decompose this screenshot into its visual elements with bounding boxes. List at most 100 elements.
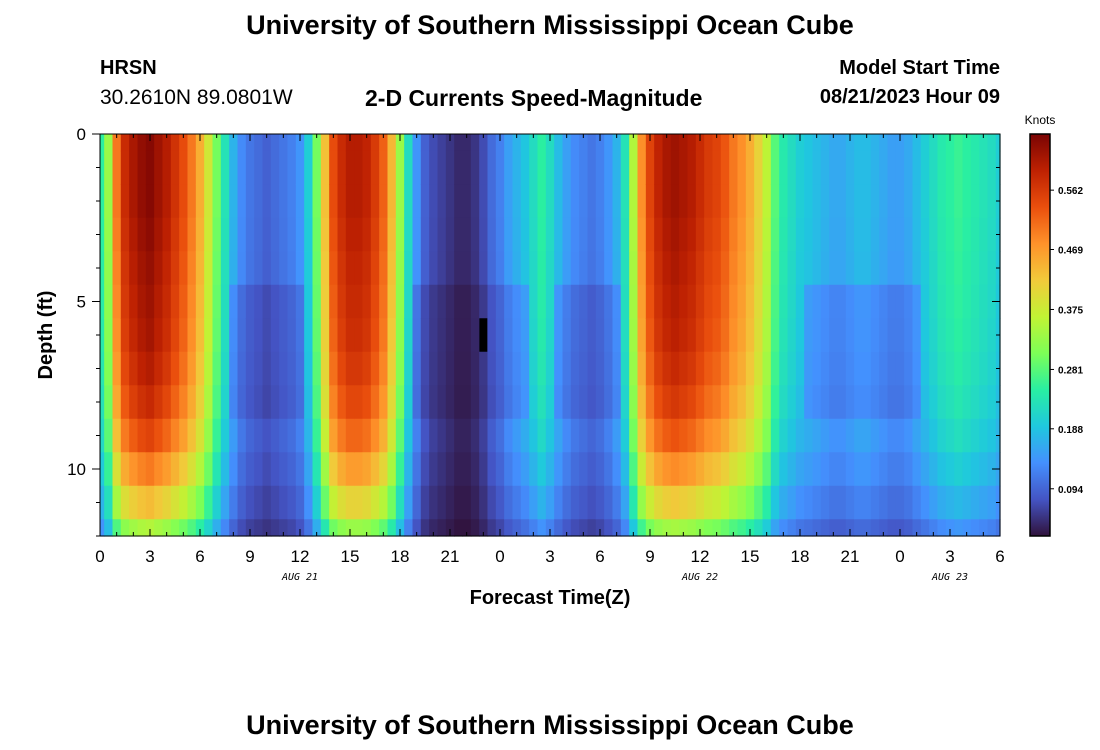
colorbar-tick-label: 0.188 <box>1058 425 1083 436</box>
heatmap-cell <box>354 418 364 453</box>
heatmap-cell <box>212 385 222 420</box>
heatmap-cell <box>920 519 930 537</box>
heatmap-cell <box>370 318 380 353</box>
heatmap-cell <box>854 351 864 386</box>
heatmap-cell <box>137 418 147 453</box>
heatmap-cell <box>129 251 139 286</box>
heatmap-cell <box>570 134 580 152</box>
heatmap-cell <box>870 251 880 286</box>
heatmap-cell <box>262 184 272 219</box>
heatmap-cell <box>712 134 722 152</box>
heatmap-cell <box>304 251 314 286</box>
heatmap-cell <box>795 418 805 453</box>
heatmap-cell <box>554 418 564 453</box>
heatmap-cell <box>837 284 847 319</box>
heatmap-cell <box>854 184 864 219</box>
heatmap-cell <box>670 251 680 286</box>
heatmap-cell <box>195 150 205 185</box>
heatmap-cell <box>154 418 164 453</box>
heatmap-cell <box>112 485 122 520</box>
heatmap-cell <box>387 418 397 453</box>
heatmap-cell <box>904 452 914 487</box>
heatmap-cell <box>195 217 205 252</box>
heatmap-cell <box>604 134 614 152</box>
heatmap-cell <box>670 150 680 185</box>
heatmap-cell <box>704 150 714 185</box>
heatmap-cell <box>954 150 964 185</box>
heatmap-cell <box>954 184 964 219</box>
heatmap-cell <box>454 519 464 537</box>
heatmap-cell <box>195 385 205 420</box>
heatmap-cell <box>837 318 847 353</box>
heatmap-cell <box>100 150 105 185</box>
heatmap-cell <box>279 318 289 353</box>
heatmap-cell <box>737 251 747 286</box>
heatmap-cell <box>437 318 447 353</box>
heatmap-cell <box>945 284 955 319</box>
heatmap-cell <box>779 134 789 152</box>
heatmap-cell <box>395 184 405 219</box>
heatmap-cell <box>904 418 914 453</box>
heatmap-cell <box>437 284 447 319</box>
heatmap-cell <box>712 318 722 353</box>
heatmap-cell <box>895 318 905 353</box>
heatmap-cell <box>395 150 405 185</box>
heatmap-cell <box>954 251 964 286</box>
heatmap-cell <box>679 418 689 453</box>
heatmap-cell <box>929 284 939 319</box>
heatmap-cell <box>762 251 772 286</box>
heatmap-cell <box>137 217 147 252</box>
heatmap-cell <box>487 284 497 319</box>
heatmap-cell <box>704 351 714 386</box>
heatmap-cell <box>679 452 689 487</box>
colorbar-ticks: 0.094 0.188 0.281 0.375 0.469 0.562 <box>1050 186 1083 496</box>
colorbar <box>1029 133 1051 537</box>
heatmap-cell <box>100 519 105 537</box>
heatmap-cell <box>104 134 114 152</box>
heatmap-cell <box>937 351 947 386</box>
heatmap-cell <box>987 318 997 353</box>
heatmap-cell <box>420 217 430 252</box>
heatmap-cell <box>937 485 947 520</box>
heatmap-cell <box>137 519 147 537</box>
heatmap-cell <box>654 351 664 386</box>
heatmap-cell <box>645 184 655 219</box>
heatmap-cell <box>995 134 1001 152</box>
heatmap-cell <box>945 385 955 420</box>
x-tick-label: 21 <box>841 547 860 566</box>
heatmap-cell <box>245 150 255 185</box>
heatmap-cell <box>529 284 539 319</box>
heatmap-cell <box>287 150 297 185</box>
heatmap-cell <box>979 134 989 152</box>
heatmap-cell <box>937 150 947 185</box>
heatmap-cell <box>104 284 114 319</box>
heatmap-cell <box>429 418 439 453</box>
heatmap-cell <box>462 134 472 152</box>
heatmap-cell <box>604 318 614 353</box>
heatmap-cell <box>520 351 530 386</box>
heatmap-cell <box>320 150 330 185</box>
heatmap-cell <box>379 134 389 152</box>
heatmap-cell <box>704 385 714 420</box>
heatmap-cell <box>204 452 214 487</box>
heatmap-cell <box>654 284 664 319</box>
heatmap-cell <box>345 485 355 520</box>
heatmap-cell <box>595 351 605 386</box>
heatmap-cell <box>762 318 772 353</box>
heatmap-cell <box>312 217 322 252</box>
heatmap-cell <box>645 150 655 185</box>
heatmap-cell <box>162 485 172 520</box>
heatmap-cell <box>579 251 589 286</box>
heatmap-cell <box>254 418 264 453</box>
heatmap-cell <box>729 134 739 152</box>
heatmap-cell <box>179 351 189 386</box>
heatmap-cell <box>779 150 789 185</box>
heatmap-cell <box>545 385 555 420</box>
heatmap-cell <box>295 184 305 219</box>
heatmap-cell <box>970 318 980 353</box>
heatmap-cell <box>379 150 389 185</box>
heatmap-cell <box>187 519 197 537</box>
heatmap-cell <box>354 485 364 520</box>
heatmap-cell <box>487 217 497 252</box>
heatmap-cell <box>562 150 572 185</box>
